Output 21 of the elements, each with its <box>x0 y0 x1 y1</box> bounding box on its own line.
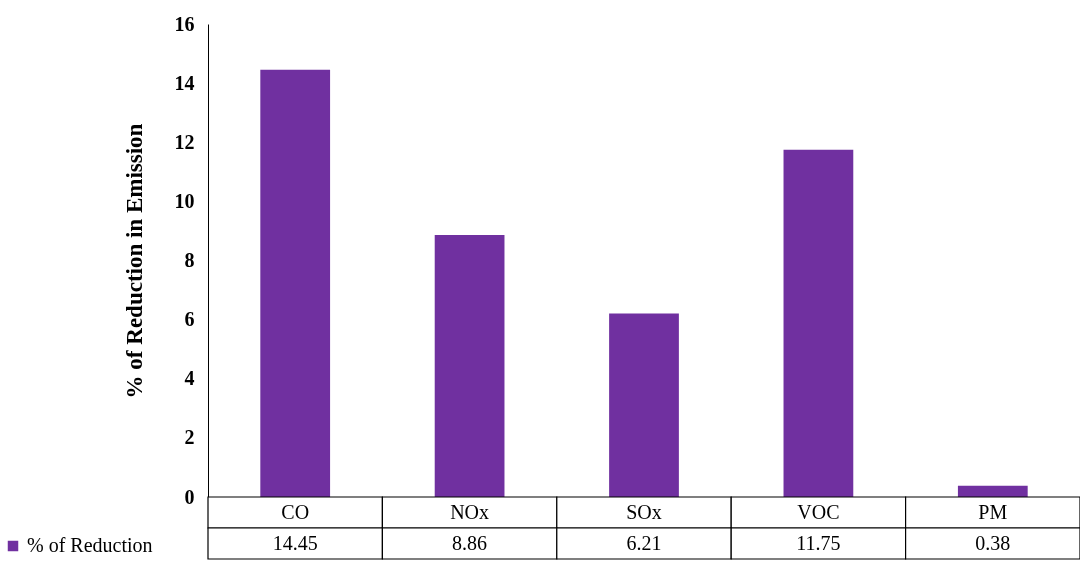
data-label: 11.75 <box>796 531 841 554</box>
data-label: 14.45 <box>272 531 318 554</box>
data-label: 0.38 <box>975 531 1011 554</box>
y-tick-label: 10 <box>174 189 195 212</box>
data-label: 8.86 <box>452 531 488 554</box>
data-label: 6.21 <box>626 531 662 554</box>
y-axis-title: % of Reduction in Emission <box>121 123 147 399</box>
x-tick-label: VOC <box>797 500 840 523</box>
x-tick-label: NOx <box>450 500 490 523</box>
x-tick-label: SOx <box>626 500 662 523</box>
y-tick-label: 6 <box>184 308 195 331</box>
y-tick-label: 2 <box>184 426 195 449</box>
y-tick-label: 12 <box>174 130 195 153</box>
y-tick-label: 4 <box>184 367 195 390</box>
y-tick-label: 16 <box>174 12 195 35</box>
legend-label: % of Reduction <box>27 534 153 556</box>
y-tick-label: 8 <box>184 249 195 271</box>
y-tick-label: 0 <box>184 485 195 508</box>
y-tick-label: 14 <box>174 71 195 94</box>
x-tick-label: CO <box>281 500 310 523</box>
x-tick-label: PM <box>978 500 1008 523</box>
